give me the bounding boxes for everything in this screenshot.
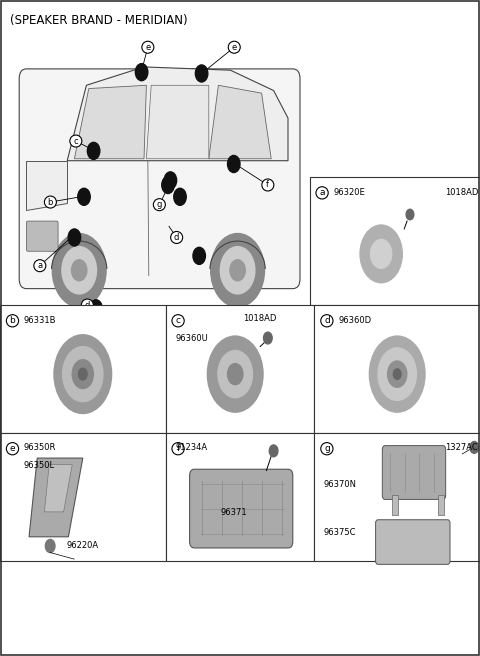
- Text: b: b: [48, 197, 53, 207]
- Circle shape: [162, 176, 174, 194]
- Circle shape: [228, 155, 240, 173]
- Text: e: e: [232, 43, 237, 52]
- Bar: [392, 495, 398, 515]
- Polygon shape: [67, 67, 288, 161]
- Circle shape: [264, 332, 272, 344]
- Text: 1018AD: 1018AD: [444, 188, 478, 197]
- Circle shape: [62, 346, 103, 401]
- Text: 1018AD: 1018AD: [243, 314, 276, 323]
- Text: 96350L: 96350L: [24, 461, 55, 470]
- Circle shape: [174, 188, 186, 205]
- Circle shape: [406, 209, 414, 220]
- Text: 96370N: 96370N: [324, 480, 357, 489]
- Circle shape: [269, 445, 278, 457]
- Text: 96375C: 96375C: [324, 528, 357, 537]
- Circle shape: [72, 260, 87, 281]
- Circle shape: [79, 368, 87, 380]
- Circle shape: [87, 142, 100, 159]
- Bar: [0, 433, 166, 561]
- Circle shape: [470, 441, 479, 453]
- Text: d: d: [324, 316, 330, 325]
- FancyBboxPatch shape: [382, 445, 445, 499]
- Circle shape: [54, 335, 111, 413]
- Bar: [0, 305, 166, 433]
- Text: 96350R: 96350R: [24, 443, 56, 453]
- Text: a: a: [37, 261, 42, 270]
- Text: c: c: [73, 136, 78, 146]
- Polygon shape: [26, 161, 67, 210]
- Bar: [166, 305, 314, 433]
- Text: e: e: [10, 444, 15, 453]
- Text: d: d: [174, 233, 180, 242]
- Polygon shape: [209, 85, 271, 159]
- Text: 96220A: 96220A: [67, 541, 99, 550]
- Text: g: g: [156, 200, 162, 209]
- Circle shape: [230, 260, 245, 281]
- Circle shape: [370, 336, 425, 412]
- Text: b: b: [10, 316, 15, 325]
- Polygon shape: [29, 458, 83, 537]
- Text: 96320E: 96320E: [334, 188, 365, 197]
- Bar: [314, 433, 480, 561]
- Circle shape: [78, 188, 90, 205]
- Circle shape: [387, 361, 407, 387]
- Circle shape: [52, 234, 106, 307]
- Circle shape: [45, 539, 55, 552]
- FancyBboxPatch shape: [19, 69, 300, 289]
- Circle shape: [228, 363, 243, 384]
- Circle shape: [371, 239, 392, 268]
- Text: f: f: [266, 180, 269, 190]
- Bar: [310, 177, 480, 305]
- Text: 96331B: 96331B: [24, 316, 57, 325]
- Circle shape: [218, 350, 252, 398]
- Text: (SPEAKER BRAND - MERIDIAN): (SPEAKER BRAND - MERIDIAN): [10, 14, 187, 28]
- FancyBboxPatch shape: [375, 520, 450, 564]
- Circle shape: [72, 359, 93, 388]
- Bar: [166, 433, 314, 561]
- Circle shape: [378, 348, 417, 400]
- Text: 96360D: 96360D: [338, 316, 372, 325]
- Polygon shape: [146, 85, 209, 159]
- Text: f: f: [177, 444, 180, 453]
- Circle shape: [220, 247, 255, 294]
- Text: c: c: [176, 316, 180, 325]
- Circle shape: [394, 369, 401, 379]
- Circle shape: [193, 247, 205, 264]
- Circle shape: [211, 234, 264, 307]
- Circle shape: [62, 247, 96, 294]
- Circle shape: [135, 64, 148, 81]
- FancyBboxPatch shape: [26, 221, 58, 251]
- Circle shape: [90, 300, 102, 317]
- Circle shape: [207, 336, 263, 412]
- Bar: [314, 305, 480, 433]
- FancyBboxPatch shape: [190, 469, 293, 548]
- Bar: [438, 495, 444, 515]
- Text: 96360U: 96360U: [175, 334, 208, 343]
- Circle shape: [195, 65, 208, 82]
- Text: 91234A: 91234A: [175, 443, 207, 453]
- Circle shape: [360, 225, 402, 283]
- Text: 1327AC: 1327AC: [445, 443, 478, 453]
- Polygon shape: [74, 85, 146, 159]
- Text: g: g: [324, 444, 330, 453]
- Text: 96371: 96371: [221, 508, 247, 517]
- Text: a: a: [319, 188, 325, 197]
- Text: e: e: [145, 43, 150, 52]
- Polygon shape: [44, 464, 72, 512]
- Circle shape: [164, 172, 177, 189]
- Text: d: d: [84, 300, 90, 310]
- Circle shape: [68, 229, 81, 246]
